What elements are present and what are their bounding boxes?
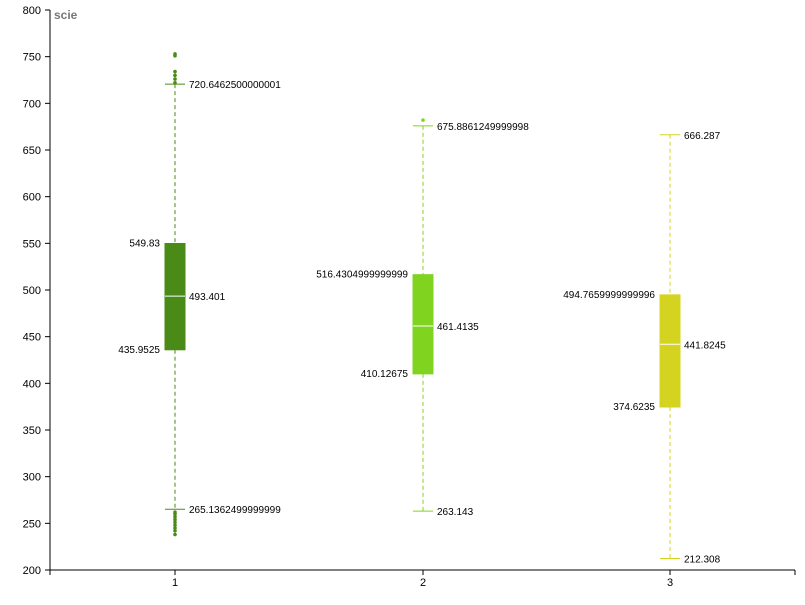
whisker-high-label: 720.6462500000001 [189, 80, 281, 91]
whisker-high-label: 666.287 [684, 131, 721, 142]
y-tick-label: 550 [23, 238, 41, 250]
q1-label: 374.6235 [613, 402, 655, 413]
iqr-box [412, 274, 434, 375]
outlier-point [173, 77, 177, 81]
y-tick-label: 250 [23, 518, 41, 530]
x-tick-label: 1 [172, 577, 178, 589]
median-label: 441.8245 [684, 340, 726, 351]
y-tick-label: 350 [23, 425, 41, 437]
q3-label: 516.4304999999999 [316, 270, 408, 281]
outlier-point [173, 532, 177, 537]
q3-label: 549.83 [129, 238, 160, 249]
box-group-1: 720.6462500000001 265.1362499999999 493.40… [118, 52, 281, 537]
outlier-point [173, 69, 177, 74]
median-label: 461.4135 [437, 322, 479, 333]
q3-label: 494.7659999999996 [563, 290, 655, 301]
outlier-point [421, 118, 425, 122]
outlier-point [173, 510, 177, 514]
outlier-point [173, 520, 177, 525]
outlier-point [173, 517, 177, 522]
whisker-low-label: 265.1362499999999 [189, 505, 281, 516]
y-axis-label: scie [54, 8, 78, 22]
outlier-point [173, 515, 177, 519]
y-tick-label: 200 [23, 565, 41, 577]
iqr-box [659, 294, 681, 408]
outlier-point [173, 81, 177, 85]
outlier-point [173, 529, 177, 533]
box-group-3: 666.287 212.308 441.8245 494.7659999999996 3… [563, 131, 726, 566]
y-tick-label: 450 [23, 332, 41, 344]
y-tick-label: 600 [23, 192, 41, 204]
outlier-point [173, 73, 177, 78]
y-tick-label: 500 [23, 285, 41, 297]
q1-label: 410.12675 [361, 369, 409, 380]
whisker-high-label: 675.8861249999998 [437, 122, 529, 133]
y-tick-label: 750 [23, 52, 41, 64]
axes: 200 250 300 350 400 450 500 550 600 650 700 750 800 1… [23, 5, 796, 589]
whisker-low-label: 263.143 [437, 507, 474, 518]
x-tick-label: 3 [667, 577, 673, 589]
q1-label: 435.9525 [118, 345, 160, 356]
y-tick-label: 700 [23, 98, 41, 110]
y-tick-label: 400 [23, 378, 41, 390]
x-tick-label: 2 [420, 577, 426, 589]
box-group-2: 675.8861249999998 263.143 461.4135 516.4304… [316, 118, 529, 518]
y-tick-label: 650 [23, 145, 41, 157]
whisker-low-label: 212.308 [684, 555, 721, 566]
plot-area: 720.6462500000001 265.1362499999999 493.40… [118, 52, 726, 566]
outlier-point [173, 52, 177, 56]
y-tick-label: 800 [23, 5, 41, 17]
y-tick-label: 300 [23, 472, 41, 484]
median-label: 493.401 [189, 292, 226, 303]
outlier-point [173, 526, 177, 530]
outlier-point [173, 523, 177, 527]
